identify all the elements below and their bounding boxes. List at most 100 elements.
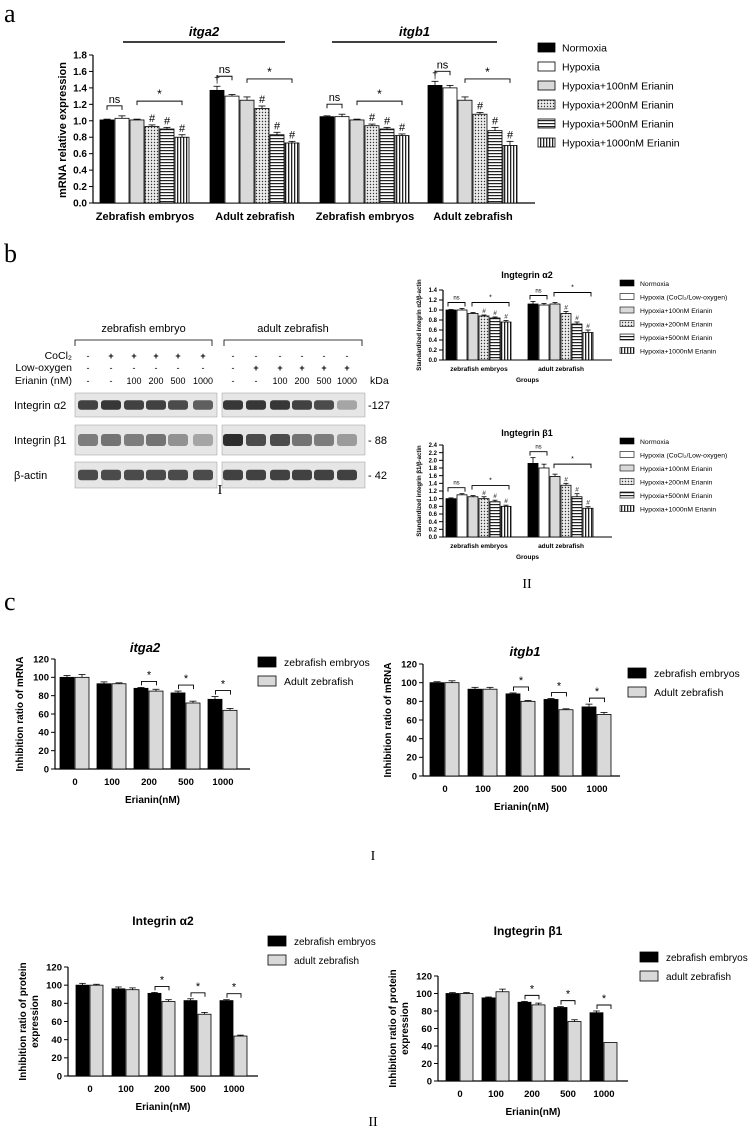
chart-a-star-sig-label: *	[485, 65, 490, 79]
blot-condition-mark: -	[87, 351, 90, 361]
blot-group-label: adult zebrafish	[257, 323, 329, 335]
blot-band	[146, 400, 166, 410]
chart-a-star-bracket	[136, 100, 183, 106]
chart-a-star-sig-label: *	[157, 87, 162, 101]
blot-band	[292, 434, 312, 446]
chartC1R-ytick-label: 20	[406, 753, 417, 764]
chart-a-ns-sig-label: ns	[109, 94, 121, 106]
chart-a-legend-label: Hypoxia+100nM Erianin	[562, 81, 674, 93]
chart-a-ns-bracket	[326, 103, 343, 109]
chart-b-integrin-a2: Ingtegrin α2 0.0 0.2 0.4 0.6 0.8 1.0 1.2 1.4 Stan…	[417, 270, 727, 384]
chartC1R-ytick-label: 120	[401, 659, 417, 670]
chartB2-bar	[456, 494, 468, 538]
chartB2-group-label: zebrafish embryos	[450, 543, 508, 550]
chartB1-hash: #	[564, 305, 568, 312]
chartC2R-tick-label: 100	[488, 1089, 504, 1100]
chartC1R-star-sig-label: *	[595, 686, 600, 698]
blot-band	[101, 469, 121, 481]
chart-a-legend-label: Hypoxia+500nM Erianin	[562, 119, 674, 131]
blot-band	[223, 400, 243, 410]
blot-band	[168, 400, 188, 410]
chart-a-ns-bracket	[106, 105, 123, 110]
chart-a-ns-sig-label: ns	[437, 59, 449, 71]
chartC1R-bar	[482, 688, 498, 777]
blot-band	[124, 434, 144, 446]
chartB1-bar	[467, 313, 479, 361]
chartC2L-bar	[147, 992, 162, 1077]
chartC1R-legend-swatch	[627, 686, 647, 698]
chartC1L-tick-label: 500	[178, 777, 194, 788]
chart-a-ytick-label: 0.6	[73, 149, 87, 160]
chartC2R-ytick-label: 0	[427, 1076, 432, 1087]
chartC1R-xlabel: Erianin(nM)	[494, 802, 549, 813]
blot-condition-mark: -	[255, 376, 258, 386]
chartC1R-tick-label: 0	[442, 784, 447, 795]
chart-c2-integrin-b1: Ingtegrin β1 0 20 40 60 80 100 120 Inhibition ra…	[388, 924, 748, 1118]
chartB1-legend-swatch	[619, 293, 635, 300]
chartC1L-ytick-label: 20	[38, 746, 49, 757]
chartB2-ytick-label: 1.2	[429, 489, 438, 495]
chartB1-star-bracket	[471, 302, 510, 307]
chartC1R-tick-label: 1000	[586, 784, 607, 795]
chartC2L-ytick-label: 80	[51, 999, 62, 1010]
chartC1R-ytick-label: 80	[406, 697, 417, 708]
chartB1-legend-label: Hypoxia+100nM Erianin	[640, 308, 713, 315]
chart-a-bar	[319, 116, 335, 204]
chartC2L-title: Integrin α2	[132, 914, 194, 928]
chartC2L-legend-label: adult zebrafish	[294, 956, 359, 967]
chartC1L-bar	[170, 692, 186, 770]
chartC2R-ytick-label: 40	[421, 1041, 432, 1052]
blot-condition-mark: -	[301, 351, 304, 361]
chartC1L-ytick-label: 100	[33, 673, 49, 684]
blot-band	[124, 400, 144, 410]
chartB2-ytick-label: 0.2	[429, 527, 438, 533]
chartC2L-bar	[219, 1000, 234, 1077]
chart-a-bar	[129, 119, 145, 204]
blot-condition-mark: +	[253, 363, 258, 373]
blot-band	[168, 469, 188, 481]
blot-band	[270, 469, 290, 481]
chartB2-bar	[489, 501, 501, 538]
chartB1-legend-label: Normoxia	[640, 281, 669, 288]
chartC1R-tick-label: 100	[475, 784, 491, 795]
chartC2R-ytick-label: 60	[421, 1024, 432, 1035]
blot-band	[168, 434, 188, 446]
chartB2-title: Ingtegrin β1	[501, 428, 553, 438]
chartB1-ytick-label: 1.0	[429, 308, 438, 314]
chartC2R-bar	[459, 993, 474, 1082]
chartC1R-legend-swatch	[627, 667, 647, 679]
chartB1-legend-swatch	[619, 347, 635, 354]
blot-band	[246, 469, 266, 481]
chart-a-legend-swatch	[537, 137, 556, 148]
blot-band	[337, 469, 357, 481]
blot-band	[314, 400, 334, 410]
chart-a-bar	[334, 116, 350, 204]
chartC2L-bar	[161, 1001, 176, 1077]
chart-a-legend-label: Hypoxia+200nM Erianin	[562, 100, 674, 112]
blot-band	[78, 434, 98, 446]
chartC2L-ytick-label: 60	[51, 1017, 62, 1028]
chart-a-bar	[239, 99, 255, 204]
chartB2-ytick-label: 2.0	[429, 458, 438, 464]
blot-band	[193, 434, 213, 446]
chart-a-ytick-label: 1.2	[73, 100, 87, 111]
blot-condition-mark: +	[108, 351, 113, 361]
chartB2-bar	[478, 498, 490, 538]
chartB1-legend-label: Hypoxia (CoCl₂/Low-oxygen)	[640, 295, 727, 302]
blot-group-label: zebrafish embryo	[101, 323, 185, 335]
chartB2-bar	[538, 467, 550, 538]
chartB1-bar	[478, 315, 490, 361]
chartC2R-ytick-label: 100	[416, 989, 432, 1000]
chartC2L-tick-label: 500	[190, 1084, 206, 1095]
western-blot: zebrafish embryo adult zebrafish CoCl₂ - + + +…	[14, 323, 390, 489]
chartB2-bar	[500, 505, 512, 538]
chartB1-ytick-label: 0.4	[429, 338, 438, 344]
blot-condition-mark: +	[131, 351, 136, 361]
chart-a-bar	[349, 119, 365, 204]
chartB1-bar	[560, 313, 572, 361]
chartB1-legend-swatch	[619, 333, 635, 341]
chart-a-bar	[254, 108, 270, 204]
chartB1-bar	[456, 309, 468, 361]
chartC2R-star-sig-label: *	[602, 993, 607, 1005]
chartC2L-ytick-label: 20	[51, 1053, 62, 1064]
